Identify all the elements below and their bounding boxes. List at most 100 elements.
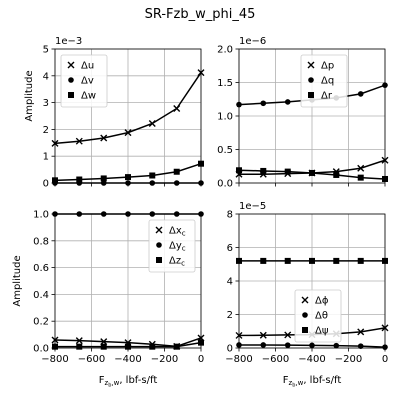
data-point	[75, 137, 83, 145]
data-point	[284, 99, 291, 105]
subplot-1-ylabel: Amplitude	[24, 70, 35, 121]
y-tick-label: 0.8	[33, 236, 49, 247]
subplot-4-xlabel: Fzb,w, lbf-s/ft	[283, 375, 342, 389]
legend-marker	[156, 257, 162, 263]
subplot-3-xlabel: Fzb,w, lbf-s/ft	[99, 375, 158, 389]
data-point	[357, 343, 364, 349]
y-tick-label: 0.5	[217, 145, 233, 156]
legend-label: Δψ	[315, 326, 329, 337]
y-tick-label: 1	[43, 152, 49, 163]
data-point	[357, 174, 364, 181]
y-tick-label: 0.6	[33, 263, 49, 274]
subplot-4-plot: 0 2 4 6 8 −800 −600 −400 −200 0 Δϕ Δθ Δψ	[225, 210, 389, 365]
y-tick-label: 3	[43, 98, 49, 109]
data-point	[357, 257, 364, 264]
legend-marker	[308, 77, 314, 83]
legend-label: Δyc	[169, 241, 186, 253]
y-tick-label: 0	[43, 179, 49, 190]
data-point	[284, 342, 291, 348]
legend-marker	[301, 296, 309, 304]
subplot-2: 1e−6 0.0 0.5 1.0 1.5 2.0 Δp Δq Δr	[217, 36, 389, 190]
x-tick-label: −800	[225, 354, 252, 365]
subplot-3-xlabel-sub: z	[105, 379, 109, 387]
y-tick-label: 4	[43, 71, 49, 82]
data-point	[149, 343, 156, 350]
legend-label: Δθ	[315, 311, 328, 322]
x-tick-label: −400	[298, 354, 325, 365]
y-tick-label: 0.2	[33, 317, 49, 328]
legend-label: Δzc	[169, 256, 185, 268]
subplot-3: Amplitude 0.0 0.2 0.4 0.6 0.8 1.0 −800 −600 −400…	[12, 210, 205, 389]
axes-frame	[54, 48, 202, 184]
data-point	[173, 168, 180, 175]
subplot-4-xlabel-sub: z	[289, 379, 293, 387]
legend: Δu Δv Δw	[60, 54, 108, 108]
y-tick-label: 2	[227, 310, 233, 321]
legend: Δxc Δyc Δzc	[148, 219, 196, 273]
x-tick-label: 0	[382, 354, 388, 365]
subplot-1-yscale: 1e−3	[55, 36, 82, 47]
x-tick-label: −800	[41, 354, 68, 365]
data-point	[76, 343, 83, 350]
figure-title: SR-Fzb_w_phi_45	[145, 7, 256, 22]
data-point	[149, 172, 156, 179]
y-tick-label: 2.0	[217, 45, 233, 56]
data-point	[260, 167, 267, 174]
y-tick-label: 0.0	[217, 179, 233, 190]
legend-marker	[67, 61, 75, 69]
y-tick-label: 5	[43, 45, 49, 56]
legend-label: Δϕ	[315, 296, 329, 307]
subplot-4: 1e−5 0 2 4 6 8 −800 −600 −400 −200 0 Δϕ Δθ Δψ Fzb,w,…	[225, 201, 389, 389]
data-point	[333, 342, 340, 349]
data-point	[125, 343, 131, 350]
data-point	[100, 175, 107, 182]
data-point	[75, 337, 83, 345]
subplot-1: Amplitude 1e−3 0 1 2 3 4 5 Δu Δv Δw	[24, 36, 205, 190]
y-tick-label: 2	[43, 125, 49, 136]
data-point	[284, 331, 292, 339]
data-point	[309, 342, 315, 349]
data-point	[333, 171, 340, 178]
legend-label: Δr	[321, 91, 333, 102]
y-tick-label: 4	[227, 277, 233, 288]
y-tick-label: 6	[227, 243, 233, 254]
data-point	[259, 331, 267, 339]
y-tick-label: 1.0	[33, 210, 49, 221]
legend-marker	[68, 77, 74, 83]
subplot-3-ylabel: Amplitude	[12, 255, 23, 306]
data-point	[100, 343, 107, 350]
legend-marker	[308, 92, 314, 98]
data-point	[260, 342, 267, 348]
x-tick-label: −200	[335, 354, 362, 365]
data-point	[357, 164, 365, 172]
data-point	[357, 328, 365, 336]
data-point	[260, 100, 267, 107]
subplot-3-plot: 0.0 0.2 0.4 0.6 0.8 1.0 −800 −600 −400 −200 0 Δxc Δy…	[33, 210, 205, 365]
y-tick-label: 0	[227, 344, 233, 355]
x-tick-label: −600	[78, 354, 105, 365]
data-point	[309, 169, 315, 176]
legend-marker	[307, 61, 315, 69]
data-point	[125, 174, 131, 181]
data-point	[284, 168, 291, 175]
data-point	[309, 257, 315, 264]
legend-marker	[156, 242, 162, 248]
legend-label: Δw	[81, 91, 96, 102]
legend-marker	[302, 312, 308, 318]
data-point	[100, 134, 108, 142]
legend-label: Δu	[81, 61, 94, 72]
subplot-1-plot: 0 1 2 3 4 5 Δu Δv Δw	[43, 45, 205, 190]
axes-frame	[54, 213, 202, 349]
subplot-4-yscale: 1e−5	[239, 201, 266, 212]
data-point	[100, 338, 108, 346]
data-point	[76, 176, 83, 183]
data-point	[173, 343, 180, 350]
x-tick-label: 0	[198, 354, 204, 365]
x-tick-label: −400	[114, 354, 141, 365]
subplot-2-plot: 0.0 0.5 1.0 1.5 2.0 Δp Δq Δr	[217, 45, 389, 190]
data-point	[173, 105, 181, 112]
y-tick-label: 0.0	[33, 344, 49, 355]
axes-frame	[238, 48, 386, 184]
data-point	[124, 129, 132, 137]
data-point	[148, 120, 156, 127]
